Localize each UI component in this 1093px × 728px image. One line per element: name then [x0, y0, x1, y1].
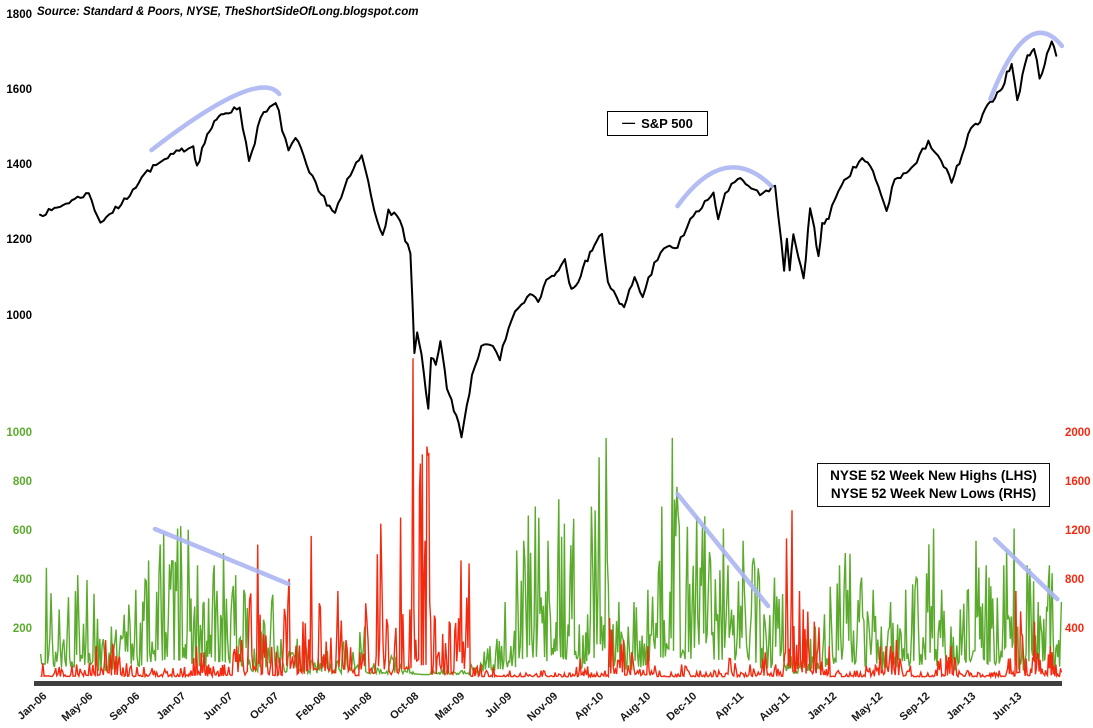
axis-tick-label: 600: [12, 525, 32, 537]
axis-tick-label: 1200: [1065, 525, 1091, 537]
x-axis-line: [34, 681, 1062, 686]
axis-tick-label: 800: [12, 476, 32, 488]
axis-tick-label: 1600: [1065, 476, 1091, 488]
divergence-trendline: [149, 85, 282, 153]
sp500-legend-marker: —: [622, 115, 635, 130]
new-highs-legend-label: NYSE 52 Week New Highs (LHS): [830, 467, 1037, 483]
axis-tick-label: 1400: [6, 159, 32, 172]
divergence-trendline: [988, 30, 1065, 102]
divergence-trendline: [675, 165, 774, 209]
divergence-trendline: [152, 526, 291, 587]
axis-tick-label: 1600: [6, 83, 32, 96]
axis-tick-label: 2000: [1065, 427, 1091, 439]
sp500-legend: — S&P 500: [607, 111, 708, 136]
new-lows-line: [40, 358, 1063, 680]
axis-tick-label: 800: [1065, 574, 1085, 586]
axis-tick-label: 400: [1065, 623, 1085, 635]
axis-tick-label: 1800: [6, 8, 32, 21]
divergence-annotations: [149, 30, 1065, 609]
axis-tick-label: 1000: [6, 427, 32, 439]
axis-tick-label: 400: [12, 574, 32, 586]
sp500-line: [39, 40, 1058, 439]
axis-tick-label: 200: [12, 623, 32, 635]
source-note: Source: Standard & Poors, NYSE, TheShort…: [37, 6, 419, 18]
sp500-legend-label: S&P 500: [641, 116, 693, 131]
breadth-legend: NYSE 52 Week New Highs (LHS) NYSE 52 Wee…: [817, 463, 1050, 507]
new-highs-line: [39, 437, 1063, 677]
axis-tick-label: 1000: [6, 309, 32, 322]
divergence-trendline: [675, 491, 771, 609]
divergence-trendline: [992, 536, 1060, 602]
new-lows-legend-label: NYSE 52 Week New Lows (RHS): [830, 486, 1037, 501]
axis-tick-label: 1200: [6, 234, 32, 247]
